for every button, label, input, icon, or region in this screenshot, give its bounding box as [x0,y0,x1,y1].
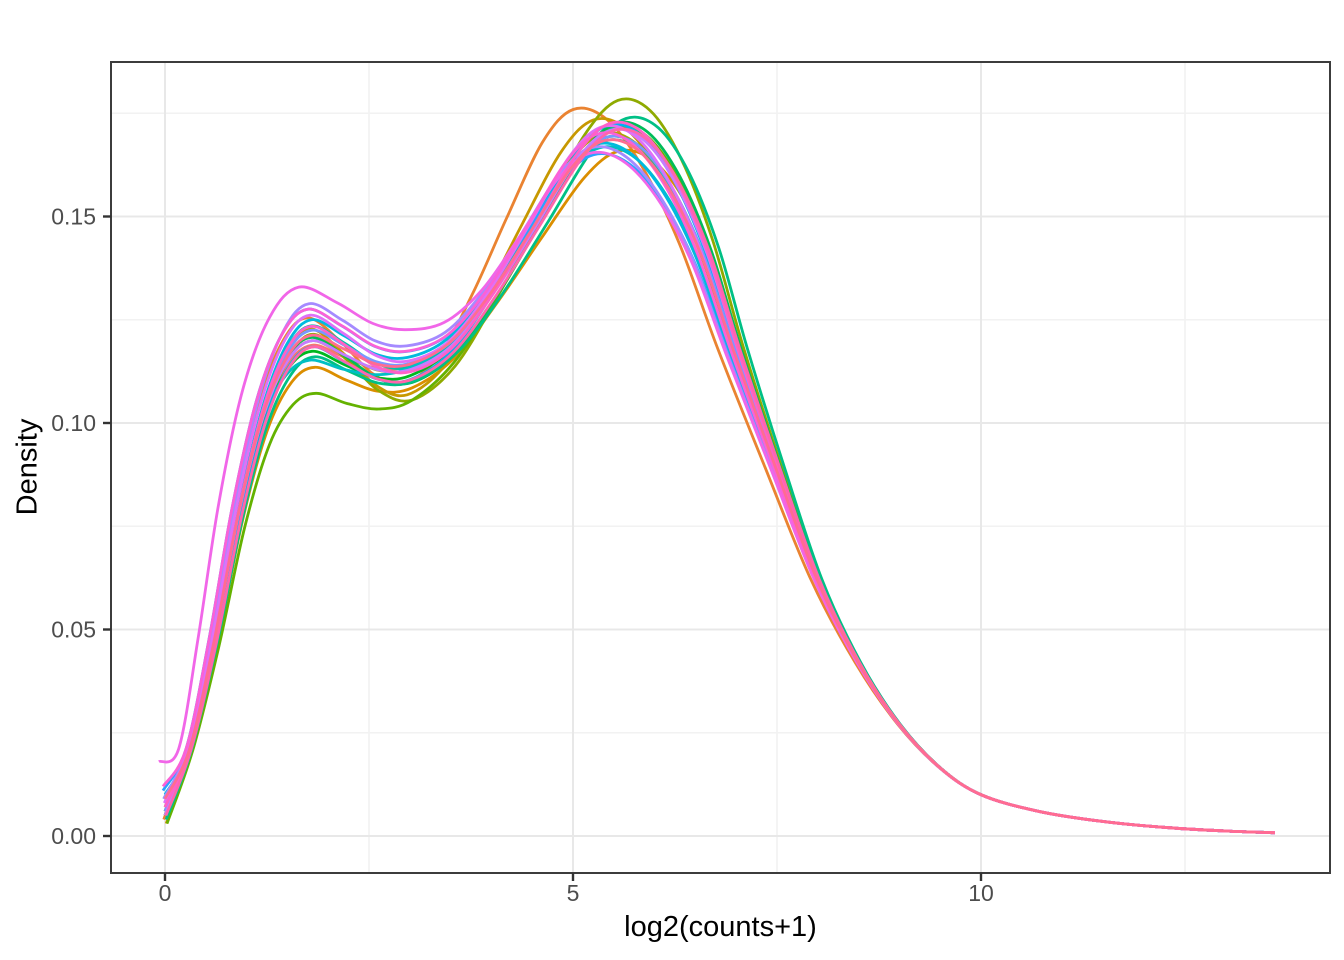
plot-panel [111,62,1330,873]
x-tick-label: 5 [567,880,580,906]
x-axis-title: log2(counts+1) [624,911,817,943]
y-tick-label: 0.15 [51,204,96,230]
density-curve-curve-24 [163,138,1275,835]
x-tick-label: 0 [159,880,172,906]
panel-border [110,61,1331,874]
y-tick-label: 0.10 [51,410,96,436]
y-axis-title: Density [11,418,44,516]
y-tick-label: 0.05 [51,617,96,643]
y-tick-label: 0.00 [51,823,96,849]
density-curves [158,97,1275,835]
x-tick-label: 10 [968,880,994,906]
